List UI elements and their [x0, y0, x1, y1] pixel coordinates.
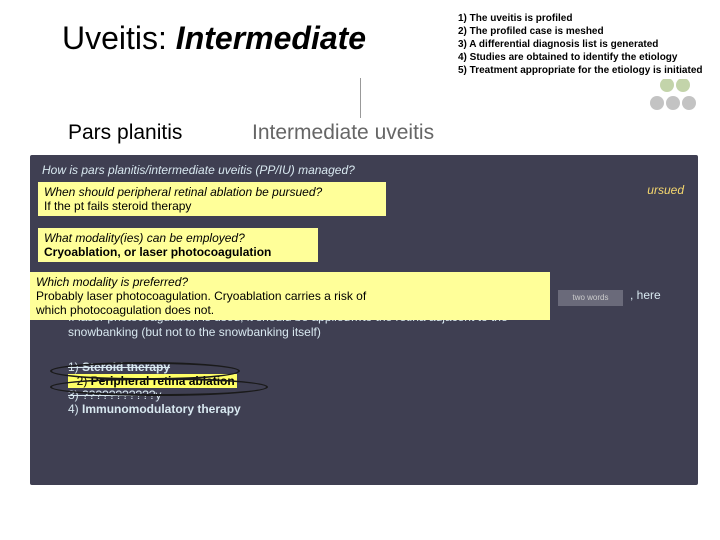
title-italic: Intermediate	[176, 20, 366, 56]
title-plain: Uveitis:	[62, 20, 176, 56]
dot-icon	[650, 96, 664, 110]
step-4: 4) Studies are obtained to identify the …	[458, 51, 708, 64]
step-5: 5) Treatment appropriate for the etiolog…	[458, 64, 708, 77]
callout-ablation-when: When should peripheral retinal ablation …	[38, 182, 386, 216]
annotation-circle-2	[50, 378, 268, 396]
list-item-4: 4) Immunomodulatory therapy	[68, 402, 241, 416]
callout-q2: What modality(ies) can be employed?	[44, 231, 312, 245]
callout-preferred: Which modality is preferred? Probably la…	[30, 272, 550, 320]
callout-a2: Cryoablation, or laser photocoagulation	[44, 245, 312, 259]
text-retina2: snowbanking (but not to the snowbanking …	[68, 325, 321, 339]
step-1: 1) The uveitis is profiled	[458, 12, 708, 25]
step-2: 2) The profiled case is meshed	[458, 25, 708, 38]
callout-modality: What modality(ies) can be employed? Cryo…	[38, 228, 318, 262]
panel-word-fragment: ursued	[647, 183, 684, 197]
sublabel-parsplanitis: Pars planitis	[68, 121, 182, 145]
callout-q1: When should peripheral retinal ablation …	[44, 185, 380, 199]
panel-question: How is pars planitis/intermediate uveiti…	[30, 155, 698, 179]
dot-icon	[676, 78, 690, 92]
dot-icon	[666, 96, 680, 110]
dot-icon	[660, 78, 674, 92]
callout-a3b: which photocoagulation does not.	[36, 303, 544, 317]
page-title: Uveitis: Intermediate	[62, 20, 366, 57]
step-3: 3) A differential diagnosis list is gene…	[458, 38, 708, 51]
sublabel-intermediate: Intermediate uveitis	[252, 121, 434, 145]
callout-a3a: Probably laser photocoagulation. Cryoabl…	[36, 289, 544, 303]
callout-a1: If the pt fails steroid therapy	[44, 199, 380, 213]
callout-q3: Which modality is preferred?	[36, 275, 544, 289]
blank-twowords: two words	[558, 290, 623, 306]
text-afterblank: , here	[630, 288, 661, 302]
dot-icon	[682, 96, 696, 110]
connector-line	[360, 78, 361, 118]
list4-text: Immunomodulatory therapy	[82, 402, 241, 416]
list4-num: 4)	[68, 402, 82, 416]
steps-overlay: 1) The uveitis is profiled 2) The profil…	[454, 10, 712, 79]
